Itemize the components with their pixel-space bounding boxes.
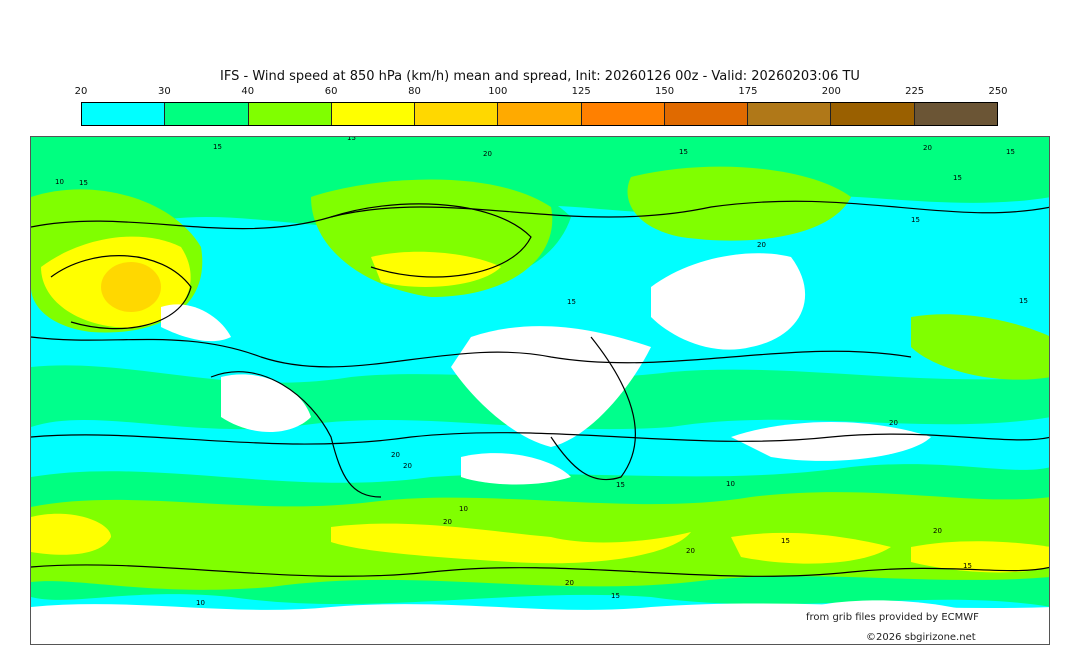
contour-label: 10 bbox=[726, 480, 735, 488]
contour-label: 15 bbox=[679, 148, 688, 156]
contour-label: 15 bbox=[781, 537, 790, 545]
colorbar-segment bbox=[82, 103, 166, 125]
contour-label: 15 bbox=[79, 179, 88, 187]
colorbar-segment bbox=[748, 103, 832, 125]
contour-label: 15 bbox=[347, 137, 356, 142]
colorbar-tick-label: 100 bbox=[488, 86, 508, 97]
colorbar-tick-label: 150 bbox=[654, 86, 675, 97]
colorbar-tick-label: 60 bbox=[324, 86, 338, 97]
yellow-60-80-field bbox=[31, 236, 1049, 573]
colorbar-segment bbox=[914, 103, 997, 125]
chart-title: IFS - Wind speed at 850 hPa (km/h) mean … bbox=[220, 69, 860, 84]
colorbar-tick-label: 30 bbox=[157, 86, 171, 97]
colorbar-segment bbox=[248, 103, 332, 125]
colorbar-tick-label: 125 bbox=[571, 86, 591, 97]
colorbar-segment bbox=[664, 103, 749, 125]
colorbar-segment bbox=[331, 103, 416, 125]
white-low-wind-field bbox=[31, 253, 1049, 644]
colorbar-segment bbox=[581, 103, 665, 125]
contour-label: 20 bbox=[565, 579, 574, 587]
contour-label: 15 bbox=[1006, 148, 1015, 156]
source-credit: from grib files provided by ECMWF bbox=[806, 612, 979, 623]
contour-label: 15 bbox=[611, 592, 620, 600]
contour-label: 15 bbox=[616, 481, 625, 489]
colorbar-tick-label: 200 bbox=[821, 86, 841, 97]
contour-label: 20 bbox=[933, 527, 942, 535]
contour-label: 20 bbox=[403, 462, 412, 470]
colorbar-tick-label: 20 bbox=[74, 86, 88, 97]
colorbar-segment bbox=[165, 103, 249, 125]
contour-label: 15 bbox=[1019, 297, 1028, 305]
contour-label: 20 bbox=[686, 547, 695, 555]
colorbar bbox=[81, 102, 998, 126]
contour-label: 20 bbox=[923, 144, 932, 152]
contour-label: 20 bbox=[483, 150, 492, 158]
contour-label: 15 bbox=[911, 216, 920, 224]
colorbar-tick-label: 40 bbox=[241, 86, 255, 97]
copyright-credit: ©2026 sbgirizone.net bbox=[866, 632, 976, 643]
contour-label: 20 bbox=[391, 451, 400, 459]
contour-label: 20 bbox=[443, 518, 452, 526]
contour-label: 20 bbox=[757, 241, 766, 249]
contour-lines bbox=[31, 200, 1049, 577]
colorbar-tick-label: 250 bbox=[988, 86, 1008, 97]
contour-label: 15 bbox=[953, 174, 962, 182]
colorbar-segment bbox=[498, 103, 582, 125]
contour-label: 15 bbox=[567, 298, 576, 306]
wind-speed-map: 15 15 20 15 20 15 10 15 15 20 15 15 15 20 20 20 20 10 15 10… bbox=[30, 136, 1050, 645]
colorbar-tick-label: 225 bbox=[905, 86, 925, 97]
contour-label: 20 bbox=[889, 419, 898, 427]
contour-label: 10 bbox=[55, 178, 64, 186]
contour-label: 10 bbox=[196, 599, 205, 607]
contour-label: 10 bbox=[459, 505, 468, 513]
contour-label: 15 bbox=[963, 562, 972, 570]
colorbar-tick-label: 175 bbox=[738, 86, 758, 97]
contour-label: 15 bbox=[213, 143, 222, 151]
colorbar-tick-label: 80 bbox=[408, 86, 421, 97]
colorbar-segment bbox=[415, 103, 499, 125]
colorbar-segment bbox=[831, 103, 915, 125]
